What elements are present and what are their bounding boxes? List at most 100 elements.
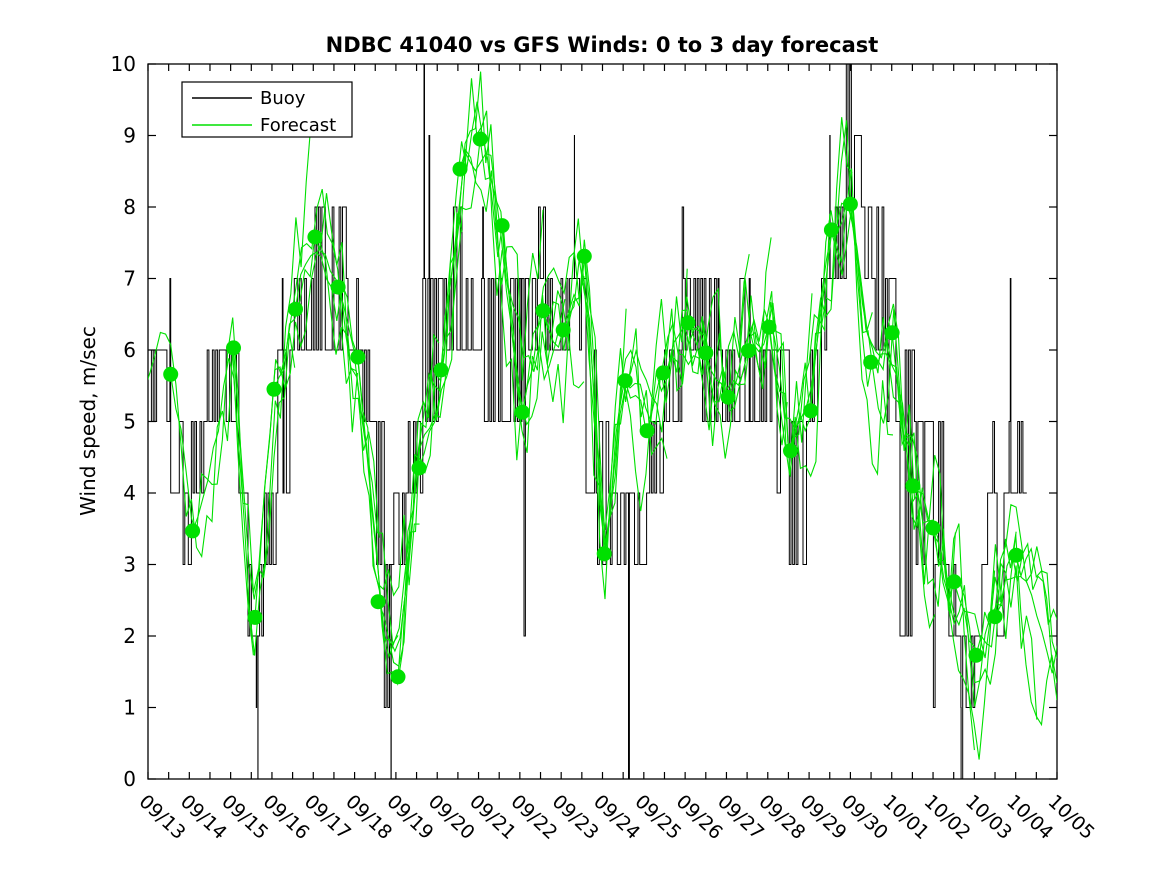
chart-generated-layers: 01234567891009/1309/1409/1509/1609/1709/… xyxy=(111,52,1099,844)
x-tick-label: 09/27 xyxy=(713,791,768,844)
forecast-marker xyxy=(350,349,366,365)
x-tick-label: 09/25 xyxy=(630,791,685,844)
forecast-run xyxy=(583,256,709,530)
forecast-marker xyxy=(761,319,777,335)
forecast-marker xyxy=(823,222,839,238)
forecast-marker xyxy=(433,362,449,378)
x-tick-label: 09/19 xyxy=(382,791,437,844)
x-tick-label: 09/15 xyxy=(217,791,272,844)
forecast-marker xyxy=(946,574,962,590)
forecast-marker xyxy=(226,340,241,356)
legend: Buoy Forecast xyxy=(181,81,353,138)
forecast-marker xyxy=(617,373,633,389)
x-tick-label: 09/22 xyxy=(506,791,561,844)
series-layer xyxy=(148,64,1057,779)
x-tick-label: 09/23 xyxy=(548,791,603,844)
legend-box xyxy=(181,81,353,138)
forecast-marker xyxy=(639,423,655,439)
forecast-marker xyxy=(185,523,201,539)
x-tick-label: 09/30 xyxy=(837,791,892,844)
forecast-marker xyxy=(535,303,551,319)
x-tick-label: 09/24 xyxy=(589,791,644,844)
x-tick-label: 10/01 xyxy=(878,791,933,844)
forecast-run xyxy=(254,188,380,618)
forecast-marker xyxy=(698,345,714,361)
legend-buoy-label: Buoy xyxy=(260,88,306,109)
forecast-run xyxy=(192,101,318,656)
x-tick-label: 09/29 xyxy=(796,791,851,844)
x-tick-label: 09/14 xyxy=(176,791,231,844)
forecast-marker xyxy=(905,478,921,494)
forecast-marker xyxy=(330,279,346,295)
y-tick-label: 3 xyxy=(123,553,136,577)
forecast-run xyxy=(294,251,420,597)
forecast-marker xyxy=(884,325,900,341)
x-tick-label: 09/16 xyxy=(259,791,314,844)
y-tick-label: 5 xyxy=(123,410,136,434)
forecast-marker xyxy=(720,389,736,405)
legend-forecast-label: Forecast xyxy=(260,115,336,136)
forecast-run xyxy=(1015,555,1057,674)
forecast-marker xyxy=(307,229,323,245)
forecast-marker xyxy=(390,669,406,685)
forecast-run xyxy=(337,212,463,653)
forecast-run xyxy=(849,204,975,751)
x-tick-label: 10/03 xyxy=(961,791,1016,844)
x-tick-label: 10/04 xyxy=(1002,791,1057,844)
forecast-marker xyxy=(596,546,612,562)
y-tick-label: 7 xyxy=(123,267,136,291)
forecast-marker xyxy=(680,315,696,331)
y-tick-label: 2 xyxy=(123,624,136,648)
x-tick-label: 10/02 xyxy=(920,791,975,844)
forecast-marker xyxy=(472,131,488,147)
y-tick-label: 1 xyxy=(123,696,136,720)
forecast-run xyxy=(542,239,668,548)
y-tick-label: 9 xyxy=(123,124,136,148)
forecast-run xyxy=(232,193,359,600)
forecast-marker xyxy=(555,322,571,338)
forecast-marker xyxy=(288,301,303,317)
forecast-run xyxy=(418,148,544,469)
forecast-run xyxy=(953,503,1057,659)
buoy-series xyxy=(148,64,1027,779)
forecast-run xyxy=(768,168,894,476)
forecast-run xyxy=(994,547,1057,701)
forecast-marker xyxy=(803,403,819,419)
forecast-run xyxy=(357,78,483,659)
y-tick-label: 0 xyxy=(123,767,136,791)
forecast-marker xyxy=(863,354,879,370)
x-tick-label: 09/21 xyxy=(465,791,520,844)
forecast-marker xyxy=(576,248,592,264)
forecast-marker xyxy=(740,343,756,359)
forecast-marker xyxy=(925,520,941,536)
forecast-marker xyxy=(452,161,468,177)
forecast-run xyxy=(273,229,399,646)
forecast-run xyxy=(891,332,1017,707)
y-tick-label: 4 xyxy=(123,481,136,505)
forecast-marker xyxy=(842,196,858,212)
y-tick-label: 10 xyxy=(111,52,136,76)
forecast-marker xyxy=(1008,547,1024,563)
forecast-run xyxy=(314,236,440,686)
forecast-marker xyxy=(494,218,510,234)
x-tick-label: 09/28 xyxy=(754,791,809,844)
forecast-marker xyxy=(783,443,798,459)
forecast-marker xyxy=(266,381,282,397)
forecast-marker xyxy=(514,404,530,420)
forecast-run xyxy=(975,542,1057,656)
y-tick-label: 8 xyxy=(123,195,136,219)
forecast-marker xyxy=(411,460,427,476)
x-tick-label: 09/26 xyxy=(672,791,727,844)
forecast-marker xyxy=(370,594,386,610)
x-tick-label: 09/18 xyxy=(341,791,396,844)
forecast-marker xyxy=(247,609,263,625)
y-axis-label: Wind speed, m/sec xyxy=(76,326,100,516)
y-tick-label: 6 xyxy=(123,338,136,362)
forecast-run xyxy=(170,317,296,593)
x-tick-label: 09/17 xyxy=(300,791,355,844)
x-tick-label: 09/20 xyxy=(424,791,479,844)
forecast-run xyxy=(459,150,585,453)
chart-title: NDBC 41040 vs GFS Winds: 0 to 3 day fore… xyxy=(326,33,879,57)
